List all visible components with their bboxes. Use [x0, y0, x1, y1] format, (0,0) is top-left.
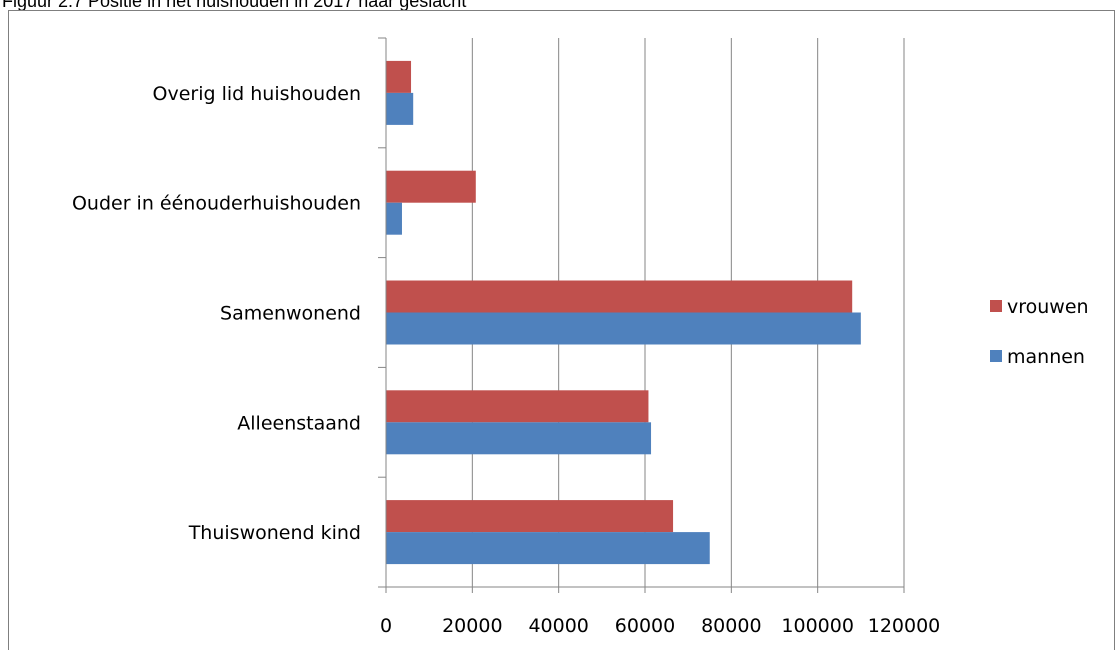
bar-vrouwen — [386, 170, 476, 203]
category-label: Ouder in éénouderhuishouden — [72, 193, 361, 215]
gridlines — [471, 38, 905, 587]
x-tick-label: 100000 — [781, 615, 854, 637]
bars — [386, 60, 861, 565]
bar-vrouwen — [386, 390, 649, 423]
bar-mannen — [386, 92, 414, 125]
x-tick-label: 40000 — [528, 615, 588, 637]
bar-vrouwen — [386, 280, 853, 313]
bar-mannen — [386, 532, 710, 565]
category-label: Overig lid huishouden — [153, 83, 362, 105]
category-label: Thuiswonend kind — [188, 522, 361, 544]
figure-title: Figuur 2.7 Positie in het huishouden in … — [2, 0, 467, 11]
legend-swatch-vrouwen — [990, 300, 1002, 312]
x-tick-label: 0 — [380, 615, 392, 637]
x-tick-label: 80000 — [701, 615, 761, 637]
bar-vrouwen — [386, 500, 674, 533]
legend-swatch-mannen — [990, 350, 1002, 362]
x-tick-label: 60000 — [615, 615, 675, 637]
bar-vrouwen — [386, 60, 412, 93]
category-label: Alleenstaand — [237, 412, 361, 434]
axes — [378, 37, 905, 593]
bar-mannen — [386, 312, 861, 345]
bar-mannen — [386, 202, 402, 235]
x-tick-label: 20000 — [442, 615, 502, 637]
legend: vrouwen mannen — [990, 296, 1089, 368]
bar-mannen — [386, 422, 652, 455]
x-tick-label: 120000 — [868, 615, 941, 637]
labels: 0 20000 40000 60000 80000 100000 120000 Overig … — [72, 83, 940, 637]
chart-frame — [8, 10, 1115, 650]
category-label: Samenwonend — [220, 303, 361, 325]
legend-label-vrouwen: vrouwen — [1007, 296, 1089, 318]
legend-label-mannen: mannen — [1007, 346, 1085, 368]
